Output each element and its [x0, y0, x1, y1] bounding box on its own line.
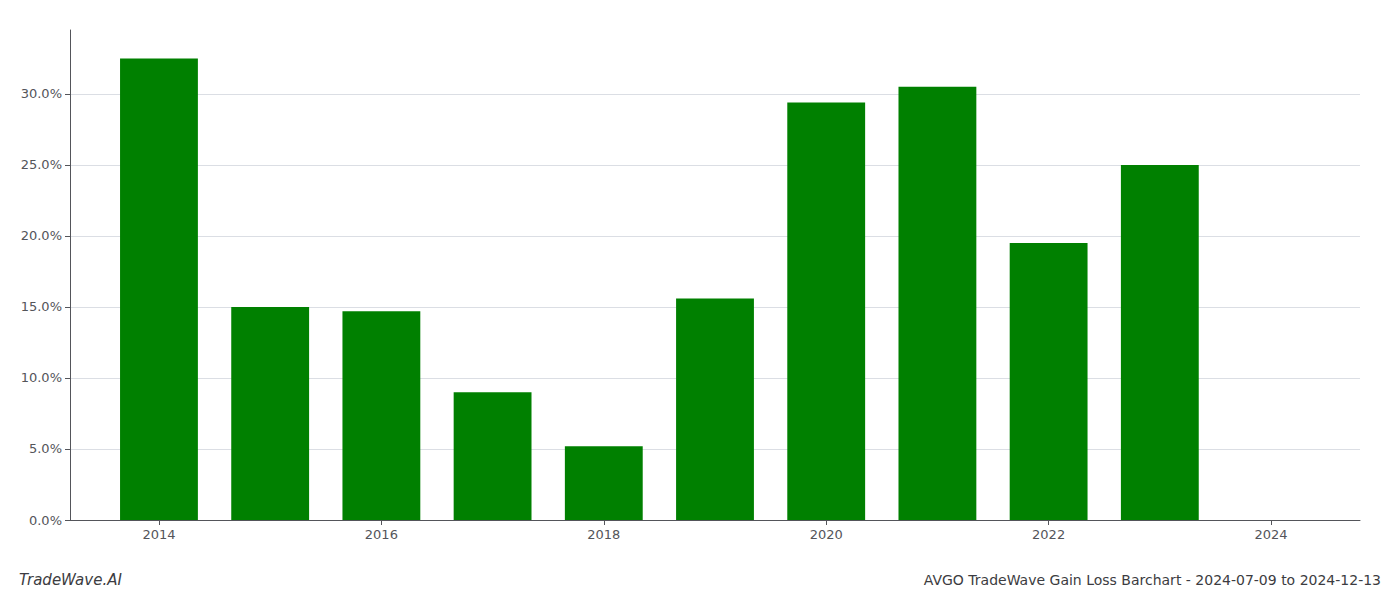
svg-text:TradeWave.AI: TradeWave.AI: [19, 571, 122, 589]
svg-text:AVGO TradeWave Gain Loss Barch: AVGO TradeWave Gain Loss Barchart - 2024…: [924, 572, 1381, 588]
svg-text:2014: 2014: [142, 527, 175, 542]
svg-text:30.0%: 30.0%: [21, 86, 62, 101]
svg-text:25.0%: 25.0%: [21, 157, 62, 172]
svg-text:15.0%: 15.0%: [21, 299, 62, 314]
svg-text:10.0%: 10.0%: [21, 370, 62, 385]
svg-text:2018: 2018: [587, 527, 620, 542]
svg-text:2024: 2024: [1254, 527, 1287, 542]
svg-text:2022: 2022: [1032, 527, 1065, 542]
svg-text:2020: 2020: [810, 527, 843, 542]
svg-text:5.0%: 5.0%: [29, 441, 62, 456]
svg-text:2016: 2016: [365, 527, 398, 542]
svg-text:0.0%: 0.0%: [29, 513, 62, 528]
svg-text:20.0%: 20.0%: [21, 228, 62, 243]
